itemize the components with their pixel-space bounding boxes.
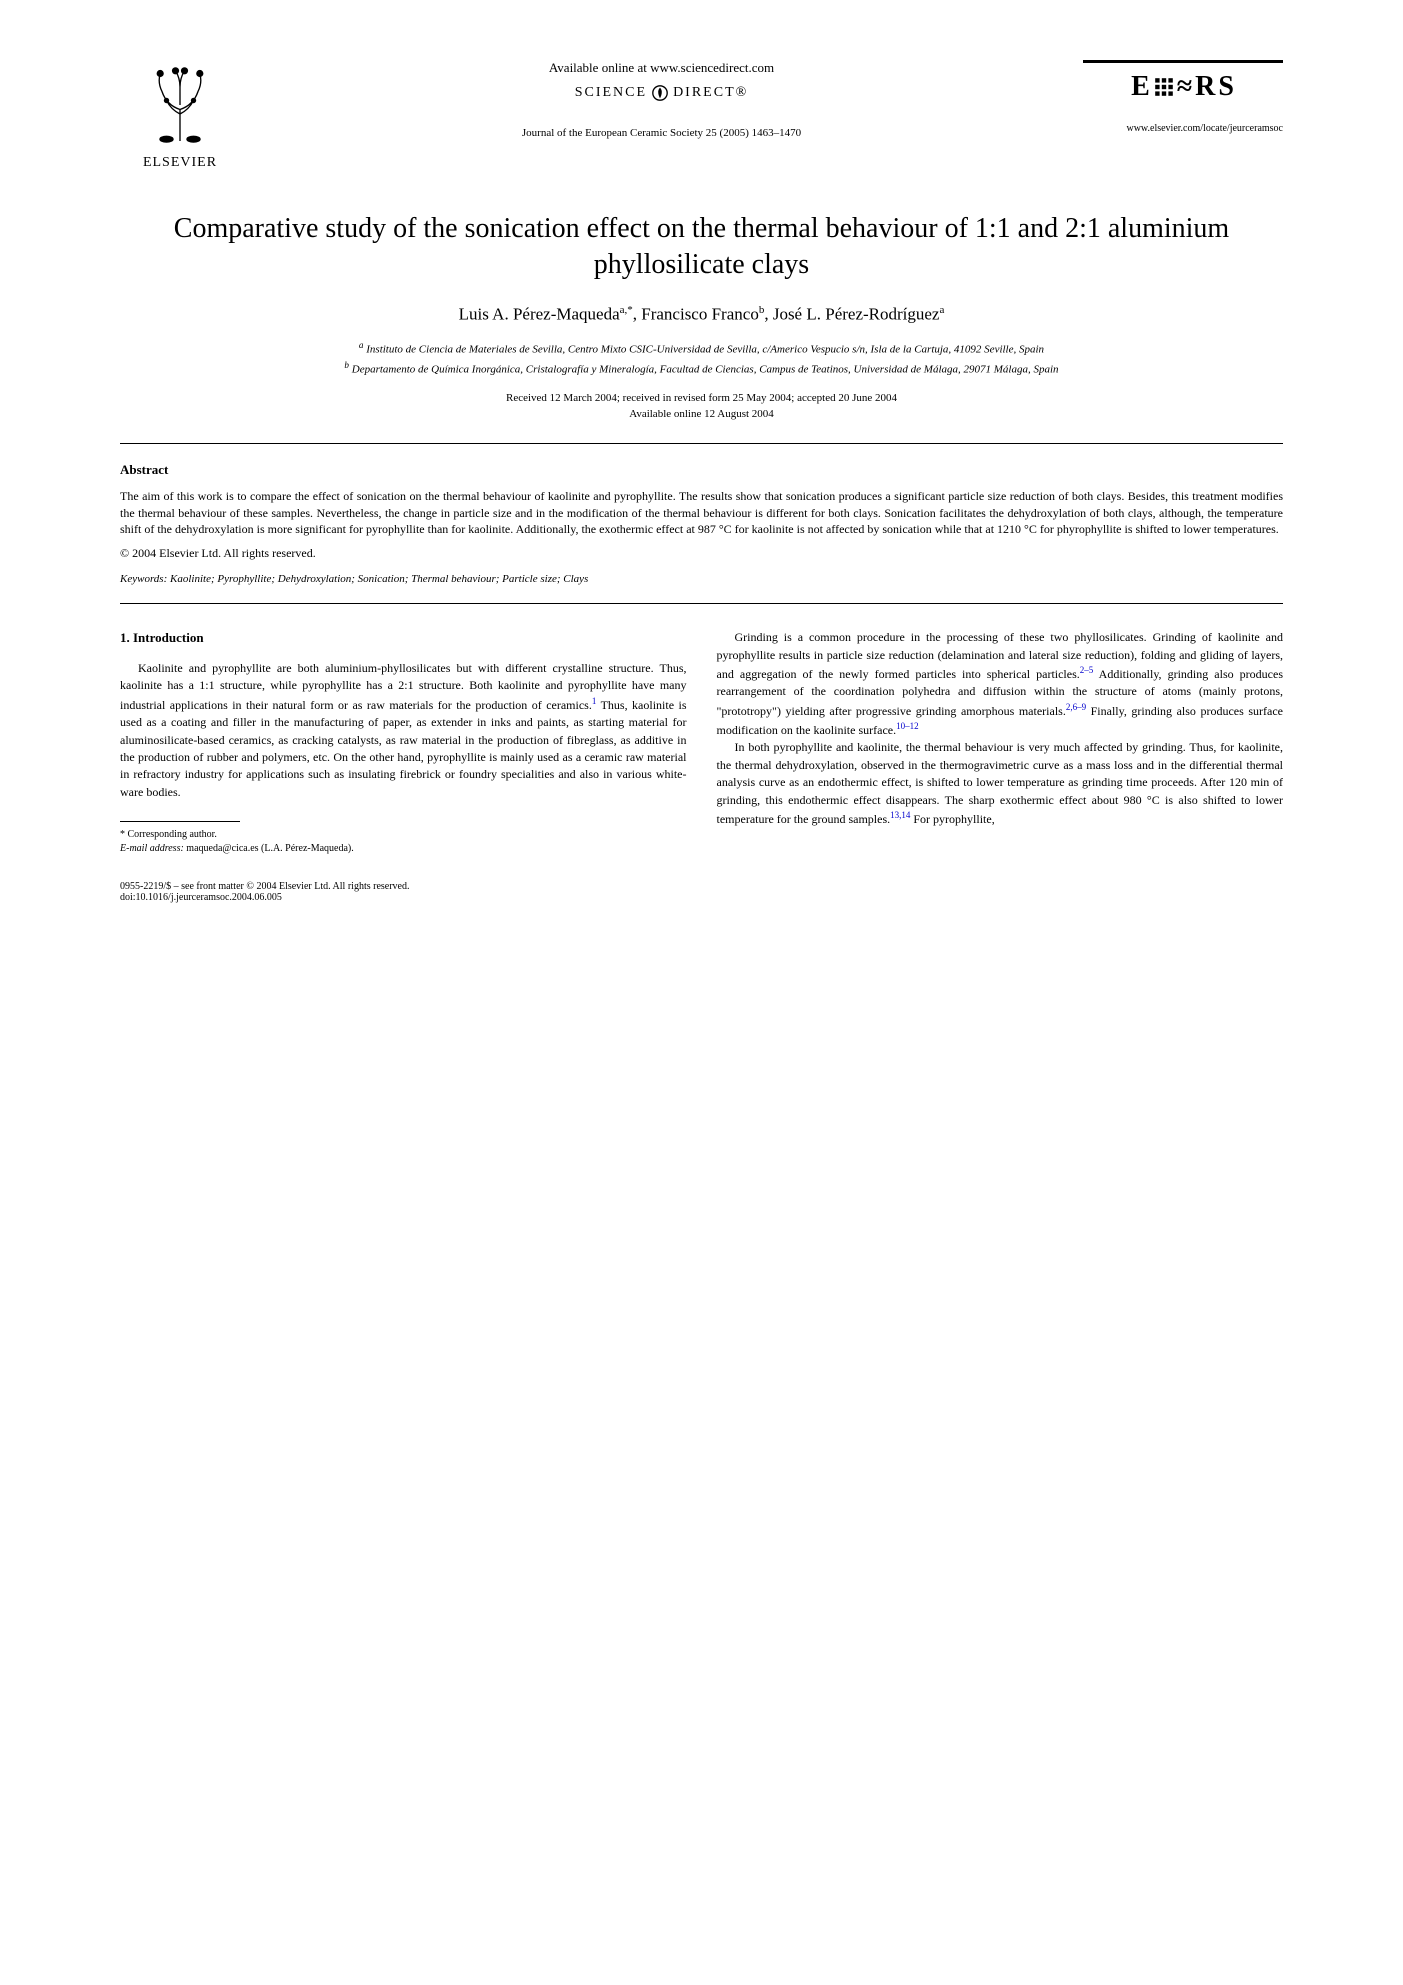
- author-1: Luis A. Pérez-Maqueda: [459, 304, 620, 323]
- available-date: Available online 12 August 2004: [120, 406, 1283, 423]
- ref-4[interactable]: 10–12: [896, 721, 919, 731]
- affil-a-text: Instituto de Ciencia de Materiales de Se…: [364, 344, 1045, 356]
- keywords-line: Keywords: Kaolinite; Pyrophyllite; Dehyd…: [120, 573, 1283, 585]
- intro-para-1: Kaolinite and pyrophyllite are both alum…: [120, 660, 687, 801]
- elsevier-tree-icon: [135, 60, 225, 150]
- ref-3[interactable]: 2,6–9: [1066, 702, 1086, 712]
- abstract-heading: Abstract: [120, 462, 1283, 478]
- science-direct-icon: [651, 84, 669, 102]
- logo-e: E: [1131, 71, 1151, 103]
- logo-grid-icon: [1153, 76, 1175, 98]
- ref-2[interactable]: 2–5: [1080, 665, 1094, 675]
- keywords-label: Keywords:: [120, 573, 167, 585]
- intro-para-3: In both pyrophyllite and kaolinite, the …: [717, 739, 1284, 828]
- journal-url: www.elsevier.com/locate/jeurceramsoc: [1083, 123, 1283, 134]
- science-direct-logo: SCIENCE DIRECT®: [260, 84, 1063, 102]
- doi-line: doi:10.1016/j.jeurceramsoc.2004.06.005: [120, 892, 1283, 903]
- ref-5[interactable]: 13,14: [890, 810, 910, 820]
- right-header: E ≈ R S www.elsevier.com/locate/jeurcera…: [1083, 60, 1283, 134]
- center-header: Available online at www.sciencedirect.co…: [240, 60, 1083, 139]
- author-3-sup: a: [939, 304, 944, 316]
- elsevier-logo-block: ELSEVIER: [120, 60, 240, 171]
- journal-logo-text: E ≈ R S: [1083, 71, 1283, 103]
- received-date: Received 12 March 2004; received in revi…: [120, 390, 1283, 407]
- author-2: , Francisco Franco: [633, 304, 759, 323]
- footnote-block: * Corresponding author. E-mail address: …: [120, 828, 687, 856]
- elsevier-label: ELSEVIER: [143, 155, 217, 171]
- science-direct-text2: DIRECT®: [673, 85, 748, 101]
- keywords-text: Kaolinite; Pyrophyllite; Dehydroxylation…: [167, 573, 588, 585]
- affiliations: a Instituto de Ciencia de Materiales de …: [120, 339, 1283, 377]
- abstract-text: The aim of this work is to compare the e…: [120, 488, 1283, 538]
- dates-block: Received 12 March 2004; received in revi…: [120, 390, 1283, 423]
- logo-r: R: [1195, 71, 1216, 103]
- email-line: E-mail address: maqueda@cica.es (L.A. Pé…: [120, 842, 687, 856]
- journal-citation: Journal of the European Ceramic Society …: [260, 127, 1063, 139]
- corresponding-text: Corresponding author.: [125, 829, 217, 840]
- left-column: 1. Introduction Kaolinite and pyrophylli…: [120, 629, 687, 856]
- affiliation-b: b Departamento de Química Inorgánica, Cr…: [120, 359, 1283, 378]
- author-3: , José L. Pérez-Rodríguez: [764, 304, 939, 323]
- para3b-text: For pyrophyllite,: [910, 812, 994, 826]
- footnote-separator: [120, 821, 240, 822]
- title-block: Comparative study of the sonication effe…: [120, 211, 1283, 423]
- abstract-block: Abstract The aim of this work is to comp…: [120, 462, 1283, 585]
- rule-1: [120, 443, 1283, 444]
- journal-logo-block: E ≈ R S: [1083, 60, 1283, 103]
- email-label: E-mail address:: [120, 843, 184, 854]
- right-column: Grinding is a common procedure in the pr…: [717, 629, 1284, 856]
- rule-2: [120, 603, 1283, 604]
- issn-line: 0955-2219/$ – see front matter © 2004 El…: [120, 881, 1283, 892]
- page-header: ELSEVIER Available online at www.science…: [120, 60, 1283, 171]
- authors-line: Luis A. Pérez-Maquedaa,*, Francisco Fran…: [120, 304, 1283, 325]
- intro-para-2: Grinding is a common procedure in the pr…: [717, 629, 1284, 739]
- affiliation-a: a Instituto de Ciencia de Materiales de …: [120, 339, 1283, 358]
- corresponding-author: * Corresponding author.: [120, 828, 687, 842]
- affil-b-text: Departamento de Química Inorgánica, Cris…: [349, 363, 1059, 375]
- abstract-copyright: © 2004 Elsevier Ltd. All rights reserved…: [120, 546, 1283, 561]
- body-columns: 1. Introduction Kaolinite and pyrophylli…: [120, 629, 1283, 856]
- page-footer: 0955-2219/$ – see front matter © 2004 El…: [120, 881, 1283, 903]
- available-online-text: Available online at www.sciencedirect.co…: [260, 60, 1063, 76]
- science-direct-text1: SCIENCE: [575, 85, 647, 101]
- logo-s: S: [1218, 71, 1235, 103]
- logo-approx: ≈: [1177, 71, 1193, 103]
- email-address: maqueda@cica.es (L.A. Pérez-Maqueda).: [184, 843, 354, 854]
- para1b-text: Thus, kaolinite is used as a coating and…: [120, 698, 687, 799]
- para3-text: In both pyrophyllite and kaolinite, the …: [717, 740, 1284, 826]
- paper-title: Comparative study of the sonication effe…: [120, 211, 1283, 284]
- section-1-heading: 1. Introduction: [120, 629, 687, 648]
